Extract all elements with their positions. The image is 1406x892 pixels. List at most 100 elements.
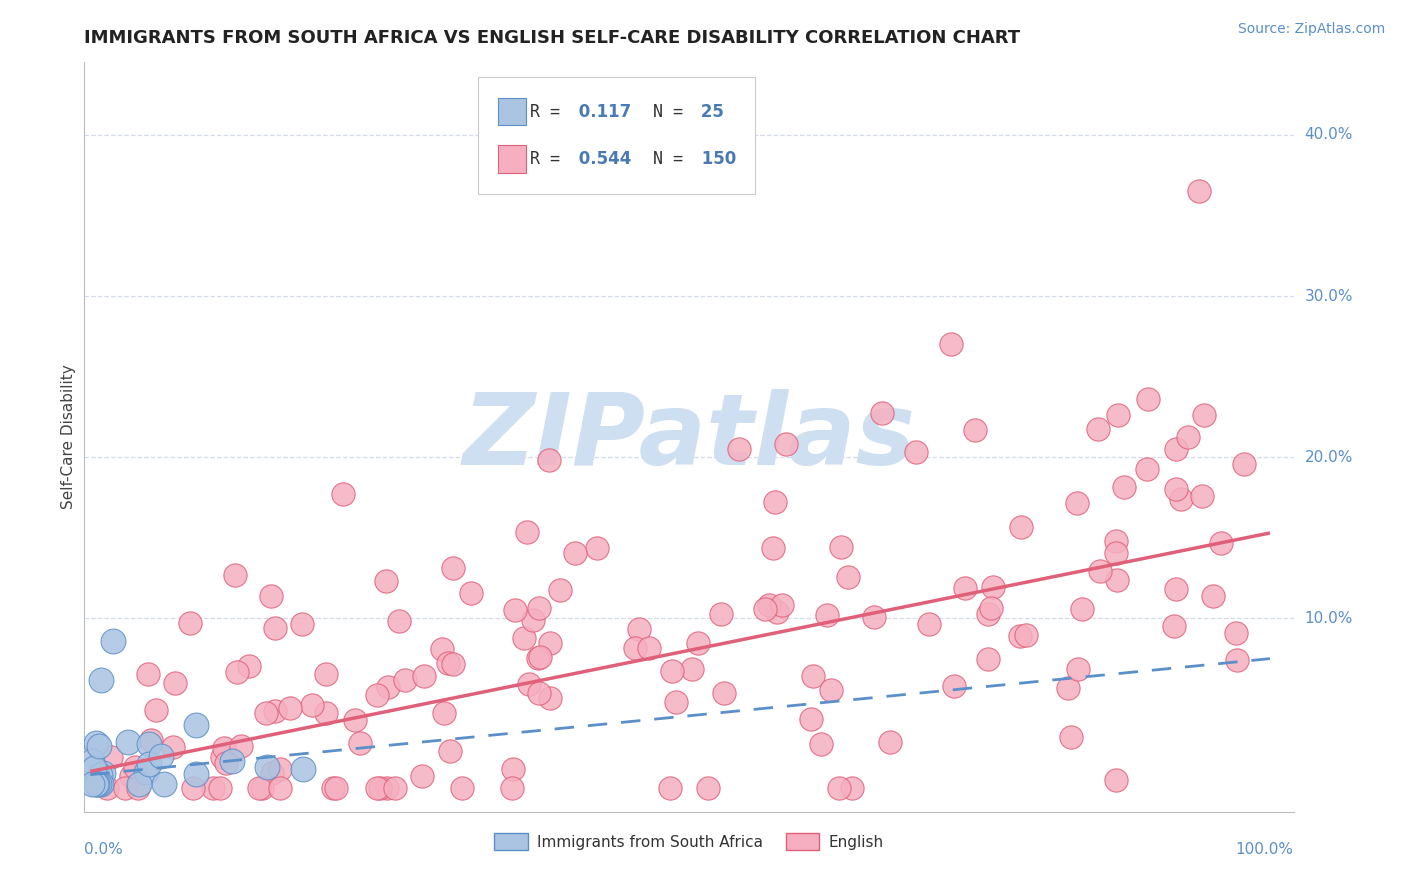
Point bbox=[153, 777, 176, 791]
Point bbox=[870, 406, 893, 420]
Point bbox=[374, 574, 396, 588]
Point bbox=[325, 780, 347, 795]
Point bbox=[117, 735, 139, 749]
Point bbox=[863, 610, 886, 624]
Point bbox=[1225, 626, 1247, 640]
Point bbox=[800, 712, 823, 726]
Point bbox=[366, 688, 388, 702]
Point bbox=[762, 541, 785, 555]
Point bbox=[1070, 602, 1092, 616]
Point bbox=[710, 607, 733, 621]
Point bbox=[1105, 533, 1128, 548]
Point bbox=[433, 706, 456, 721]
Legend: Immigrants from South Africa, English: Immigrants from South Africa, English bbox=[488, 827, 890, 856]
Point bbox=[681, 662, 703, 676]
Point bbox=[1192, 408, 1215, 422]
Y-axis label: Self-Care Disability: Self-Care Disability bbox=[60, 365, 76, 509]
Point bbox=[437, 656, 460, 670]
Point bbox=[413, 669, 436, 683]
Point bbox=[766, 605, 789, 619]
Point bbox=[209, 780, 232, 795]
Point bbox=[1191, 489, 1213, 503]
Point bbox=[441, 560, 464, 574]
Point bbox=[343, 714, 366, 728]
Point bbox=[943, 680, 966, 694]
Point bbox=[1105, 773, 1128, 788]
Point bbox=[529, 601, 551, 615]
Point bbox=[841, 780, 863, 795]
Point bbox=[181, 780, 204, 795]
Point bbox=[516, 524, 538, 539]
Point bbox=[90, 673, 112, 687]
Point bbox=[1164, 582, 1187, 597]
Point bbox=[1170, 492, 1192, 507]
Point bbox=[278, 701, 301, 715]
Point bbox=[765, 495, 787, 509]
Point bbox=[1010, 520, 1032, 534]
Point bbox=[527, 686, 550, 700]
Point bbox=[1088, 564, 1111, 578]
Point bbox=[315, 667, 337, 681]
Point bbox=[1164, 442, 1187, 457]
Point bbox=[260, 766, 283, 780]
Point bbox=[697, 780, 720, 795]
Point bbox=[770, 599, 793, 613]
Text: Source: ZipAtlas.com: Source: ZipAtlas.com bbox=[1237, 22, 1385, 37]
Point bbox=[186, 766, 208, 780]
Point bbox=[138, 737, 160, 751]
Point bbox=[658, 780, 681, 795]
Point bbox=[80, 754, 103, 768]
Point bbox=[90, 777, 112, 791]
Point bbox=[269, 780, 291, 795]
Point bbox=[377, 680, 399, 694]
Point bbox=[315, 706, 337, 720]
Point bbox=[665, 695, 688, 709]
Point bbox=[564, 545, 586, 559]
Point bbox=[519, 677, 541, 691]
Point bbox=[661, 664, 683, 678]
Text: 20.0%: 20.0% bbox=[1305, 450, 1353, 465]
Point bbox=[538, 453, 561, 467]
Point bbox=[141, 732, 163, 747]
Point bbox=[96, 780, 118, 795]
Point bbox=[93, 766, 115, 780]
Point bbox=[1226, 653, 1249, 667]
Point bbox=[828, 780, 851, 795]
Point bbox=[332, 487, 354, 501]
Point bbox=[1177, 430, 1199, 444]
Point bbox=[1188, 185, 1211, 199]
Point bbox=[441, 657, 464, 672]
Point bbox=[503, 603, 526, 617]
Point bbox=[101, 634, 124, 648]
Text: 40.0%: 40.0% bbox=[1305, 128, 1353, 143]
Text: IMMIGRANTS FROM SOUTH AFRICA VS ENGLISH SELF-CARE DISABILITY CORRELATION CHART: IMMIGRANTS FROM SOUTH AFRICA VS ENGLISH … bbox=[84, 29, 1021, 47]
Point bbox=[803, 669, 825, 683]
Point bbox=[229, 739, 252, 754]
Point bbox=[451, 780, 474, 795]
Point bbox=[202, 780, 225, 795]
Text: ZIPatlas: ZIPatlas bbox=[463, 389, 915, 485]
Point bbox=[224, 568, 246, 582]
Point bbox=[1066, 662, 1088, 676]
Point bbox=[585, 541, 607, 555]
Point bbox=[411, 769, 433, 783]
Point bbox=[247, 780, 270, 795]
Point bbox=[1233, 457, 1256, 471]
Point bbox=[522, 613, 544, 627]
Point bbox=[879, 735, 901, 749]
Point bbox=[394, 673, 416, 687]
Point bbox=[165, 676, 187, 690]
Point bbox=[162, 740, 184, 755]
Point bbox=[322, 780, 344, 795]
Point bbox=[375, 780, 398, 795]
Point bbox=[713, 686, 735, 700]
Point bbox=[754, 602, 776, 616]
Text: 100.0%: 100.0% bbox=[1236, 842, 1294, 857]
Point bbox=[211, 750, 233, 764]
Point bbox=[1087, 422, 1109, 436]
Point bbox=[136, 666, 159, 681]
Point bbox=[1060, 730, 1083, 744]
Text: 0.0%: 0.0% bbox=[84, 842, 124, 857]
Point bbox=[114, 780, 136, 795]
Point bbox=[1136, 392, 1159, 407]
